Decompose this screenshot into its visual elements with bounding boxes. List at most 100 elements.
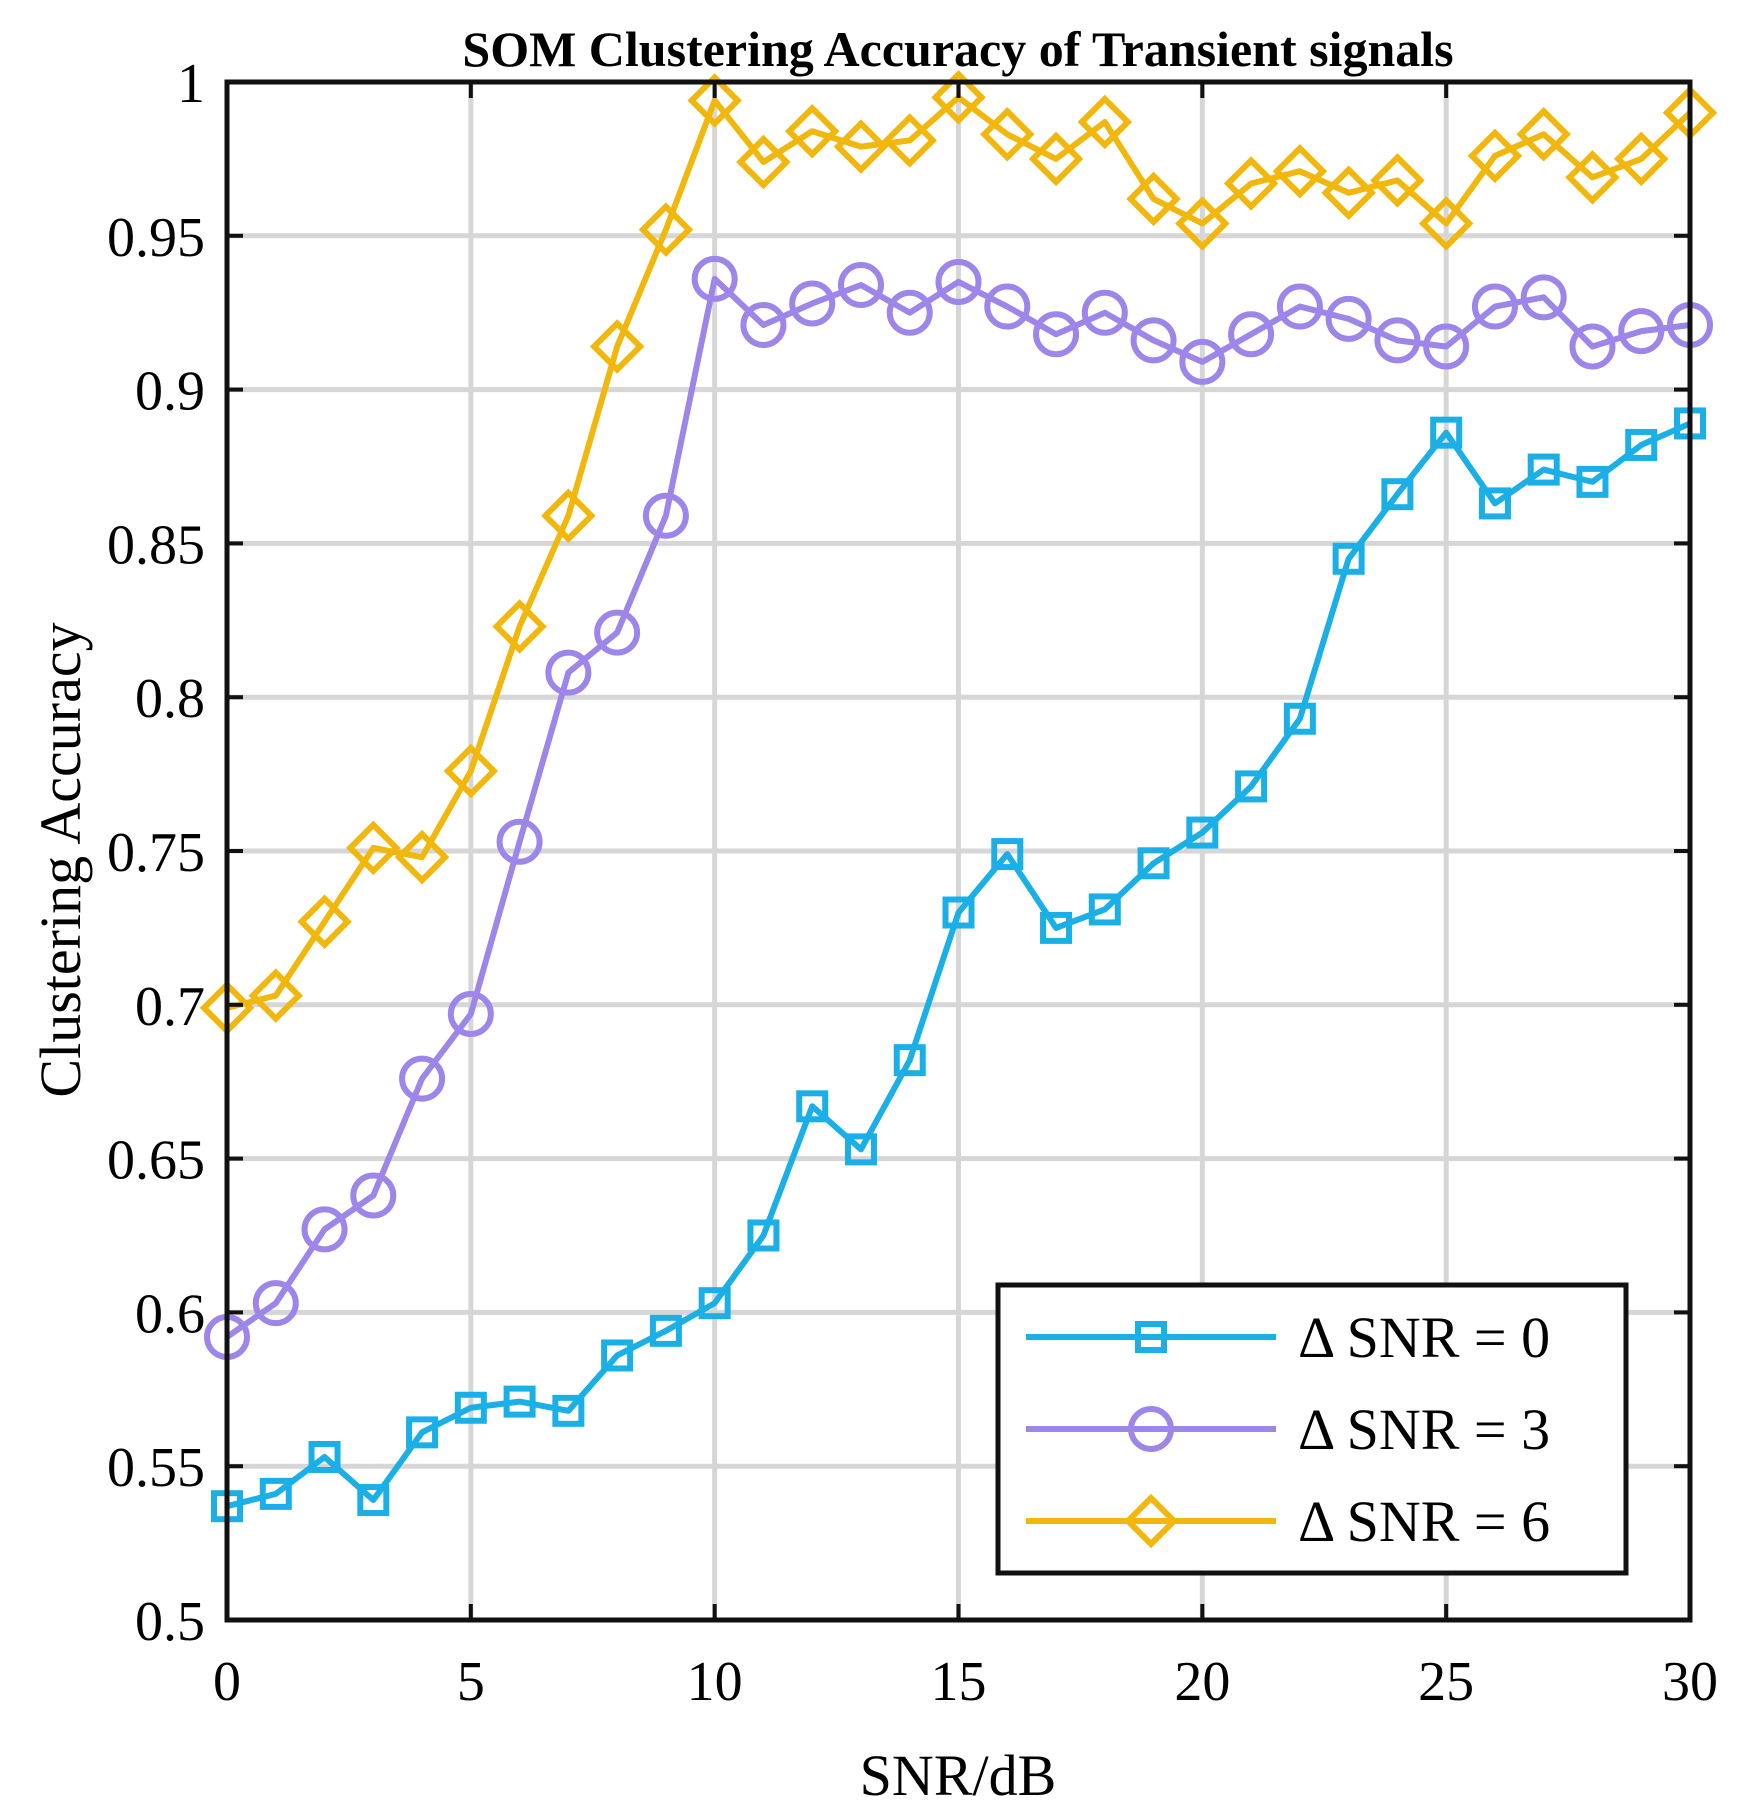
data-point bbox=[931, 70, 986, 125]
legend-item: Δ SNR = 3 bbox=[1026, 1397, 1550, 1462]
data-point bbox=[589, 319, 645, 374]
data-point bbox=[837, 262, 884, 309]
y-tick-label: 0.85 bbox=[107, 514, 205, 576]
data-point bbox=[350, 1172, 397, 1219]
data-point bbox=[496, 818, 543, 865]
legend-marker bbox=[1128, 1406, 1174, 1452]
data-point bbox=[454, 1391, 487, 1424]
data-point bbox=[346, 820, 401, 876]
data-point bbox=[736, 134, 791, 190]
data-point bbox=[649, 1314, 682, 1347]
data-point bbox=[844, 1133, 877, 1166]
data-point bbox=[1625, 428, 1658, 461]
x-tick-label: 30 bbox=[1662, 1651, 1718, 1713]
data-point bbox=[297, 894, 352, 949]
data-point bbox=[1569, 323, 1616, 370]
data-point bbox=[447, 991, 494, 1038]
data-point bbox=[399, 1055, 446, 1102]
data-point bbox=[698, 1287, 731, 1320]
data-point bbox=[1381, 478, 1414, 511]
data-point bbox=[541, 488, 596, 543]
data-point bbox=[1374, 317, 1421, 364]
chart-title: SOM Clustering Accuracy of Transient sig… bbox=[462, 21, 1453, 77]
x-tick-label: 15 bbox=[931, 1651, 987, 1713]
data-point bbox=[1137, 847, 1170, 880]
data-point bbox=[833, 119, 889, 174]
y-tick-label: 0.75 bbox=[107, 822, 205, 884]
data-point bbox=[301, 1206, 348, 1253]
data-point bbox=[1576, 465, 1609, 498]
data-point bbox=[1081, 289, 1128, 336]
x-tick-label: 5 bbox=[457, 1651, 485, 1713]
data-point bbox=[991, 838, 1024, 871]
data-point bbox=[1423, 323, 1470, 370]
data-point bbox=[642, 492, 689, 539]
x-tick-label: 20 bbox=[1174, 1651, 1230, 1713]
data-point bbox=[687, 73, 742, 128]
legend-label: Δ SNR = 0 bbox=[1298, 1305, 1550, 1370]
x-tick-label: 10 bbox=[687, 1651, 743, 1713]
legend-item: Δ SNR = 6 bbox=[1026, 1489, 1550, 1554]
legend-marker bbox=[1123, 1493, 1179, 1549]
axis-ticks: 0 5 10 15 20 25 30 0.5 0.55 0.6 0.65 0.7 0.75 0.8 0.85… bbox=[107, 53, 1718, 1713]
data-point bbox=[691, 255, 738, 302]
data-point bbox=[259, 1477, 292, 1510]
data-point bbox=[784, 103, 840, 159]
legend-item: Δ SNR = 0 bbox=[1026, 1305, 1550, 1370]
data-point bbox=[1516, 107, 1571, 162]
data-point bbox=[1471, 283, 1518, 330]
data-point bbox=[740, 302, 787, 349]
legend: Δ SNR = 0 Δ SNR = 3 Δ SNR = 6 bbox=[995, 1282, 1629, 1576]
data-point bbox=[503, 1385, 536, 1418]
data-point bbox=[443, 743, 499, 799]
data-point bbox=[886, 289, 933, 336]
data-point bbox=[357, 1484, 390, 1517]
legend-label: Δ SNR = 3 bbox=[1298, 1397, 1550, 1462]
y-tick-label: 0.65 bbox=[107, 1130, 205, 1192]
data-point bbox=[308, 1440, 341, 1473]
data-point bbox=[1130, 317, 1177, 364]
y-tick-label: 1 bbox=[177, 53, 205, 115]
y-tick-label: 0.7 bbox=[135, 976, 205, 1038]
data-point bbox=[594, 609, 641, 656]
x-tick-label: 25 bbox=[1418, 1651, 1474, 1713]
data-point bbox=[1028, 131, 1084, 187]
data-point bbox=[1418, 196, 1474, 251]
legend-marker bbox=[1135, 1321, 1167, 1353]
data-point bbox=[1430, 416, 1463, 449]
x-tick-label: 0 bbox=[213, 1651, 241, 1713]
data-point bbox=[1088, 893, 1121, 926]
y-tick-label: 0.5 bbox=[135, 1591, 205, 1653]
data-point bbox=[882, 113, 937, 168]
data-point bbox=[1186, 816, 1219, 849]
data-point bbox=[492, 599, 547, 654]
y-tick-label: 0.95 bbox=[107, 207, 205, 269]
data-point bbox=[942, 896, 975, 929]
data-point bbox=[1527, 453, 1560, 486]
data-point bbox=[1618, 308, 1665, 355]
data-point bbox=[1235, 770, 1268, 803]
data-point bbox=[1478, 487, 1511, 520]
data-point bbox=[1033, 311, 1080, 358]
series-line bbox=[226, 420, 1692, 1510]
data-point bbox=[394, 829, 450, 885]
y-tick-label: 0.6 bbox=[135, 1283, 205, 1345]
data-point bbox=[1520, 274, 1567, 321]
data-point bbox=[747, 1219, 780, 1252]
data-point bbox=[248, 968, 304, 1023]
data-point bbox=[552, 1394, 585, 1427]
data-point bbox=[1321, 165, 1376, 220]
data-point bbox=[935, 258, 982, 305]
data-point bbox=[893, 1044, 926, 1077]
data-point bbox=[1613, 131, 1669, 187]
data-point bbox=[1325, 295, 1372, 342]
data-point bbox=[1332, 542, 1365, 575]
y-axis-label: Clustering Accuracy bbox=[28, 622, 93, 1097]
data-point bbox=[789, 280, 836, 327]
data-point bbox=[1283, 702, 1316, 735]
data-point bbox=[406, 1416, 439, 1449]
data-point bbox=[1565, 150, 1620, 205]
data-point bbox=[1276, 283, 1323, 330]
data-point bbox=[252, 1280, 299, 1327]
